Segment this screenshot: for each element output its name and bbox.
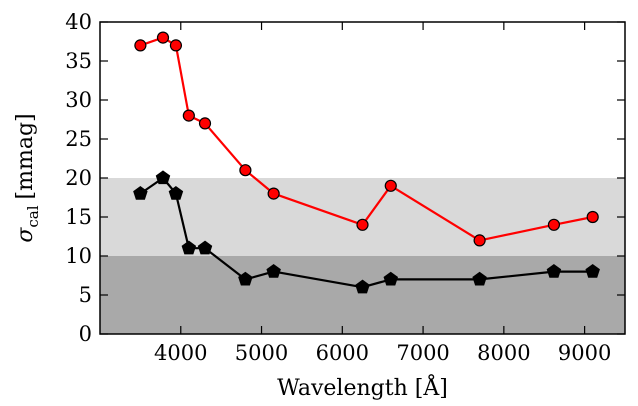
data-point bbox=[134, 39, 147, 52]
data-point bbox=[384, 179, 397, 192]
x-tick-label: 9000 bbox=[558, 341, 611, 365]
y-tick-label: 40 bbox=[65, 10, 92, 34]
series-layer bbox=[133, 31, 600, 294]
y-axis-label-subscript: cal bbox=[24, 205, 42, 227]
x-axis-label: Wavelength [Å] bbox=[277, 373, 448, 401]
data-point bbox=[156, 31, 170, 44]
data-point bbox=[239, 164, 252, 177]
data-point bbox=[198, 117, 212, 130]
x-tick-label: 6000 bbox=[316, 341, 369, 365]
y-tick-label: 25 bbox=[65, 127, 92, 151]
data-point bbox=[266, 263, 281, 278]
data-point bbox=[181, 240, 197, 255]
data-point bbox=[182, 109, 195, 122]
y-tick-label: 5 bbox=[79, 283, 92, 307]
tick-labels: 4000 5000 6000 7000 8000 9000 0 5 10 15 20 25 30 35 40 bbox=[65, 10, 611, 365]
data-point bbox=[356, 218, 369, 231]
data-point bbox=[168, 185, 184, 200]
data-point bbox=[238, 271, 253, 286]
data-point bbox=[586, 210, 599, 224]
y-axis-label: σcal [mmag] bbox=[13, 113, 42, 242]
data-point bbox=[267, 187, 280, 200]
data-point bbox=[355, 279, 370, 294]
data-point bbox=[197, 240, 213, 255]
data-point bbox=[472, 271, 487, 286]
y-tick-label: 15 bbox=[65, 205, 92, 229]
band-0 bbox=[100, 256, 625, 334]
series-0 bbox=[134, 31, 599, 247]
x-tick-label: 8000 bbox=[477, 341, 530, 365]
y-tick-label: 20 bbox=[65, 166, 92, 190]
x-tick-label: 7000 bbox=[396, 341, 449, 365]
plot-frame bbox=[99, 21, 626, 335]
y-axis-label-unit: [mmag] bbox=[13, 113, 38, 199]
y-axis-label-symbol: σ bbox=[13, 227, 38, 243]
data-point bbox=[169, 39, 183, 52]
x-tick-label: 5000 bbox=[235, 341, 288, 365]
y-tick-label: 10 bbox=[65, 244, 92, 268]
data-point bbox=[383, 271, 399, 286]
data-point bbox=[585, 263, 600, 278]
y-tick-label: 35 bbox=[65, 49, 92, 73]
y-tick-label: 0 bbox=[79, 322, 92, 346]
x-tick-label: 4000 bbox=[154, 341, 207, 365]
data-point bbox=[547, 218, 561, 231]
background-bands bbox=[100, 178, 625, 334]
y-tick-label: 30 bbox=[65, 88, 92, 112]
data-point bbox=[473, 234, 486, 247]
data-point bbox=[546, 263, 562, 278]
series-1 bbox=[133, 170, 600, 294]
data-point bbox=[133, 185, 148, 200]
data-point bbox=[155, 170, 171, 185]
